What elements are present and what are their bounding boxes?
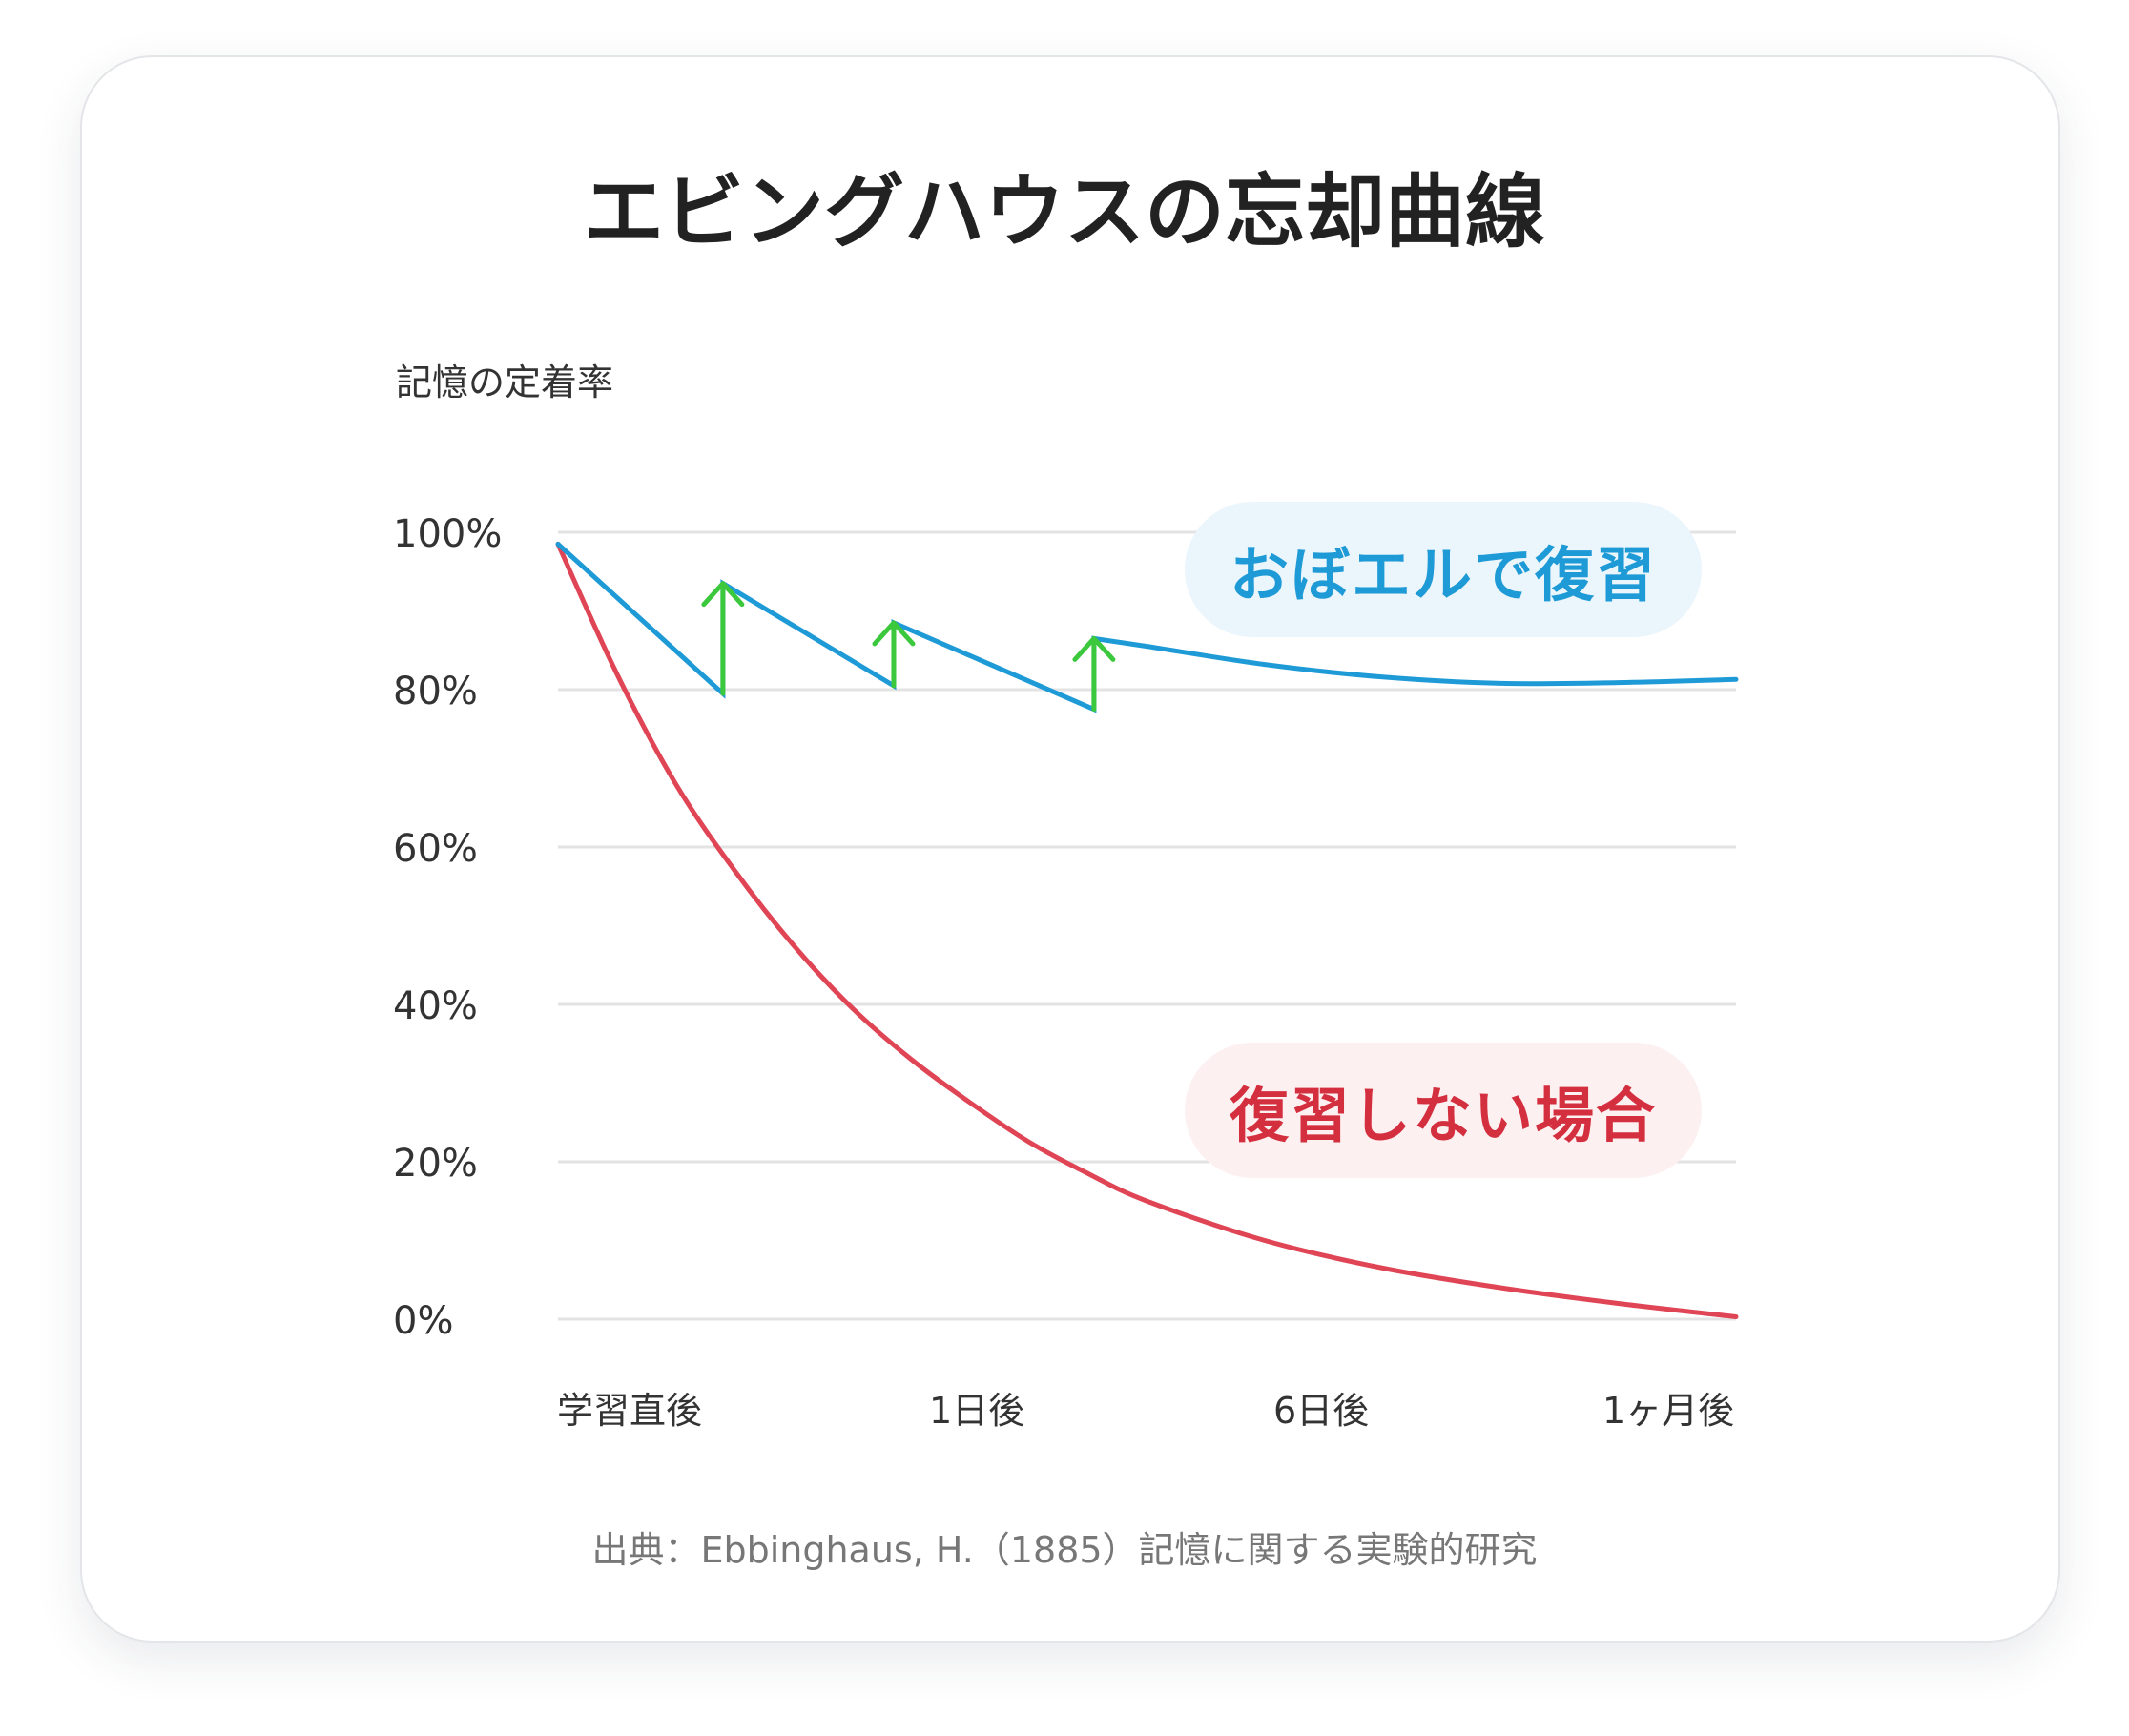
x-tick-label: 1日後	[929, 1390, 1025, 1432]
series-line-review	[555, 541, 1739, 713]
y-tick-label: 100%	[393, 512, 503, 556]
series-line-no-review	[555, 541, 1739, 1320]
legend-no-review-badge: 復習しない場合	[1185, 1043, 1702, 1178]
source-citation: 出典：Ebbinghaus, H.（1885）記憶に関する実験的研究	[591, 1529, 1538, 1571]
y-tick-label: 20%	[393, 1142, 478, 1186]
y-tick-label: 80%	[393, 670, 478, 713]
x-tick-label: 学習直後	[557, 1390, 703, 1432]
review-arrow	[872, 620, 916, 689]
review-arrow	[701, 581, 745, 696]
y-tick-label: 60%	[393, 827, 478, 871]
review-arrow	[1072, 635, 1116, 713]
x-tick-label: 1ヶ月後	[1602, 1390, 1735, 1432]
review-arrow-head	[701, 581, 745, 608]
y-tick-label: 0%	[393, 1299, 454, 1343]
y-tick-label: 40%	[393, 984, 478, 1028]
chart-card	[80, 55, 2060, 1643]
x-tick-label: 6日後	[1273, 1390, 1370, 1432]
chart-title: エビングハウスの忘却曲線	[583, 165, 1545, 258]
review-arrow-head	[1072, 635, 1116, 662]
y-axis-label: 記憶の定着率	[396, 362, 614, 403]
legend-review-badge: おぼエルで復習	[1185, 502, 1702, 637]
review-arrow-head	[872, 620, 916, 647]
